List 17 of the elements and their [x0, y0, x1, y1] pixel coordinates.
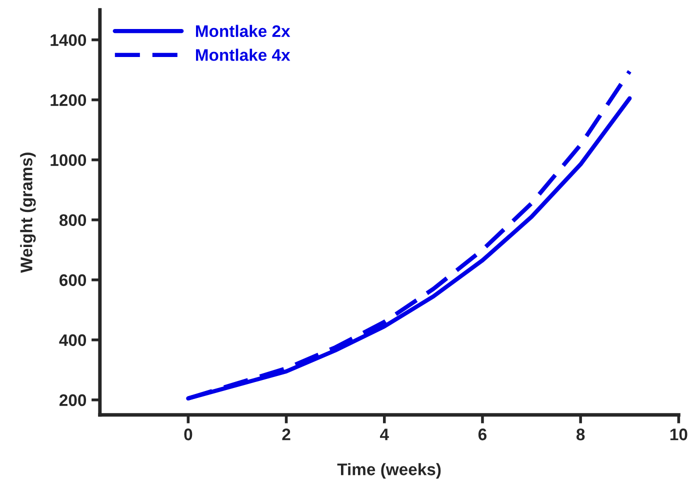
y-tick-label: 400 — [59, 334, 86, 346]
x-tick-label: 8 — [576, 428, 585, 440]
x-tick-label: 4 — [380, 428, 389, 440]
x-axis-title: Time (weeks) — [337, 463, 441, 479]
y-tick-label: 600 — [60, 274, 86, 286]
y-axis-title: Weight (grams) — [20, 152, 36, 273]
x-tick-label: 6 — [478, 428, 487, 440]
y-tick-label: 1000 — [50, 154, 86, 166]
y-tick-label: 800 — [59, 214, 86, 226]
x-tick-label: 10 — [670, 428, 688, 440]
y-tick-label: 200 — [59, 394, 86, 406]
x-tick-label: 0 — [184, 428, 192, 440]
y-tick-label: 1400 — [50, 34, 86, 46]
legend-label: Montlake 4x — [196, 48, 290, 61]
x-tick-label: 2 — [282, 428, 290, 440]
legend-label: Montlake 2x — [196, 24, 290, 38]
y-tick-label: 1200 — [50, 94, 86, 106]
